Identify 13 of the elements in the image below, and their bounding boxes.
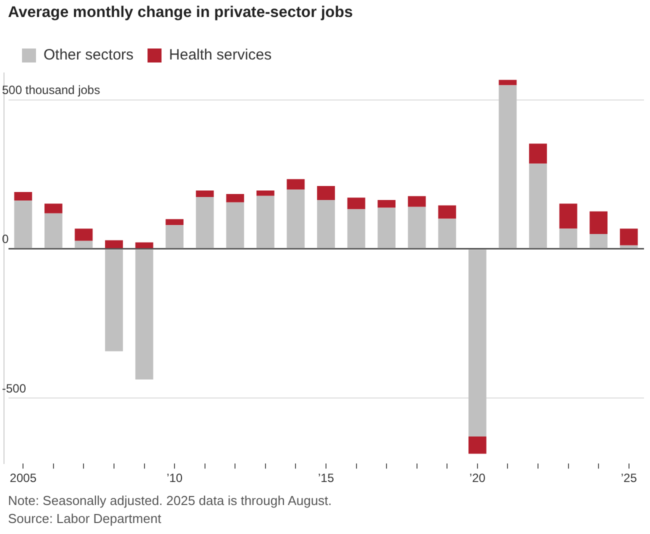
y-tick-label: 500 thousand jobs: [2, 83, 100, 98]
chart-title: Average monthly change in private-sector jobs: [8, 4, 353, 22]
legend-label: Health services: [169, 46, 272, 64]
y-tick-label: 0: [2, 232, 9, 246]
text: Note: Seasonally adjusted. 2025 data is through August.: [8, 492, 332, 510]
x-tick-label: ’15: [318, 471, 334, 486]
source-note: Source: Labor Department: [8, 510, 162, 528]
x-tick-label: ’25: [620, 471, 638, 486]
x-tick-label: 2005: [10, 471, 37, 486]
y-tick-label: -500: [2, 381, 26, 396]
x-tick-label: ’20: [469, 471, 486, 486]
legend-label: Other sectors: [44, 46, 134, 64]
x-tick-label: ’10: [166, 471, 183, 486]
